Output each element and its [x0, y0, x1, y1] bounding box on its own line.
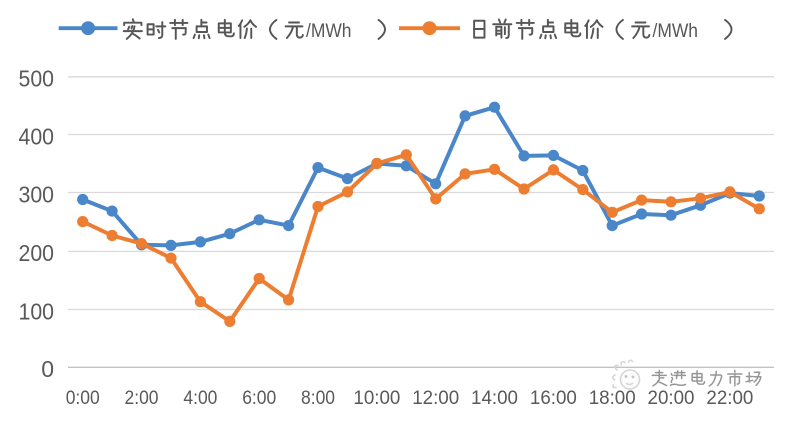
svg-text:/MWh: /MWh	[653, 21, 699, 42]
svg-text:200: 200	[19, 240, 55, 266]
svg-text:8:00: 8:00	[301, 387, 335, 409]
svg-text:4:00: 4:00	[183, 387, 217, 409]
svg-text:/MWh: /MWh	[306, 21, 352, 42]
svg-text:18:00: 18:00	[589, 387, 636, 409]
svg-text:400: 400	[19, 123, 55, 149]
svg-text:0: 0	[41, 356, 54, 382]
svg-text:12:00: 12:00	[412, 387, 459, 409]
svg-text:6:00: 6:00	[242, 387, 276, 409]
svg-text:2:00: 2:00	[125, 387, 159, 409]
svg-text:10:00: 10:00	[353, 387, 400, 409]
svg-text:20:00: 20:00	[648, 387, 695, 409]
svg-text:500: 500	[19, 66, 55, 92]
svg-text:16:00: 16:00	[530, 387, 577, 409]
svg-text:100: 100	[19, 298, 55, 324]
svg-text:0:00: 0:00	[66, 387, 100, 409]
svg-text:14:00: 14:00	[471, 387, 518, 409]
svg-text:300: 300	[19, 181, 55, 207]
svg-text:22:00: 22:00	[706, 387, 753, 409]
